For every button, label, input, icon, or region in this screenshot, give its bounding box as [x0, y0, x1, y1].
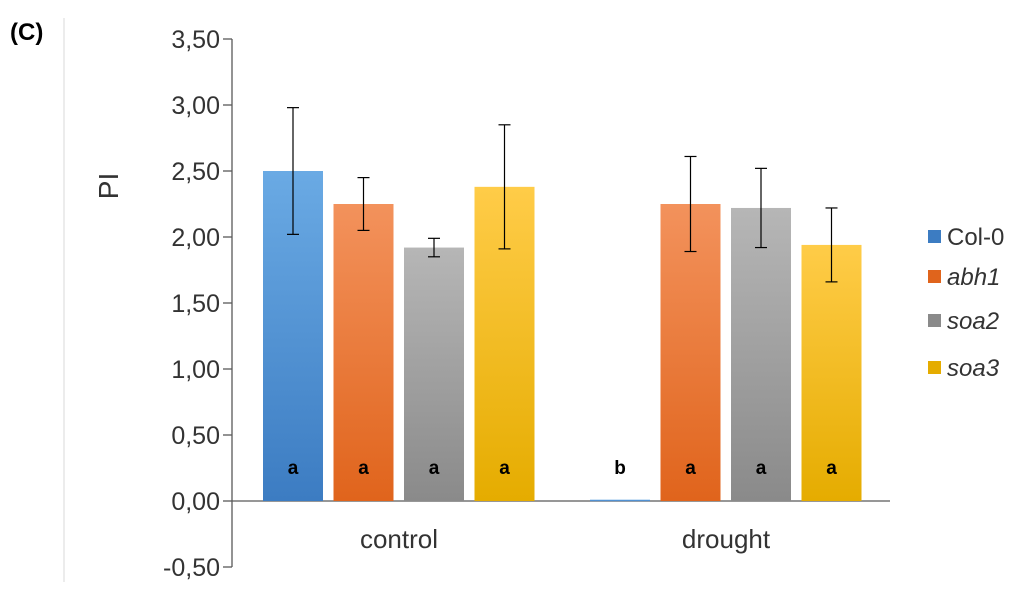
y-tick-label: 2,00 [171, 224, 220, 252]
panel-label: (C) [10, 19, 43, 46]
legend-label: soa2 [947, 308, 999, 335]
legend: Col-0 abh1 soa2 soa3 [928, 224, 1004, 382]
x-category-label: control [360, 524, 438, 554]
legend-swatch [928, 314, 941, 327]
y-tick-label: 0,50 [171, 422, 220, 450]
legend-swatch [928, 230, 941, 243]
bar [731, 207, 791, 501]
significance-label: a [756, 458, 767, 479]
significance-label: a [429, 458, 440, 479]
y-tick-label: 3,00 [171, 92, 220, 120]
bar [801, 244, 862, 502]
y-tick-label: 2,50 [171, 158, 220, 186]
legend-swatch [928, 361, 941, 374]
y-tick-label: -0,50 [163, 554, 220, 582]
bar [333, 204, 394, 501]
y-tick-label: 1,50 [171, 290, 220, 318]
legend-label: soa3 [947, 355, 1000, 382]
significance-label: a [288, 458, 299, 479]
significance-label: a [826, 458, 837, 479]
significance-label: a [685, 458, 696, 479]
bar [404, 247, 464, 501]
y-tick-label: 3,50 [171, 26, 220, 54]
significance-label: a [499, 458, 510, 479]
legend-label: abh1 [947, 264, 1000, 291]
bar [590, 499, 650, 502]
y-tick-label: 0,00 [171, 488, 220, 516]
x-category-label: drought [682, 524, 771, 554]
significance-label: a [358, 458, 369, 479]
legend-label: Col-0 [947, 224, 1004, 251]
y-axis-label: PI [93, 173, 124, 199]
significance-label: b [614, 458, 626, 479]
bar [660, 204, 721, 501]
y-tick-label: 1,00 [171, 356, 220, 384]
legend-swatch [928, 270, 941, 283]
